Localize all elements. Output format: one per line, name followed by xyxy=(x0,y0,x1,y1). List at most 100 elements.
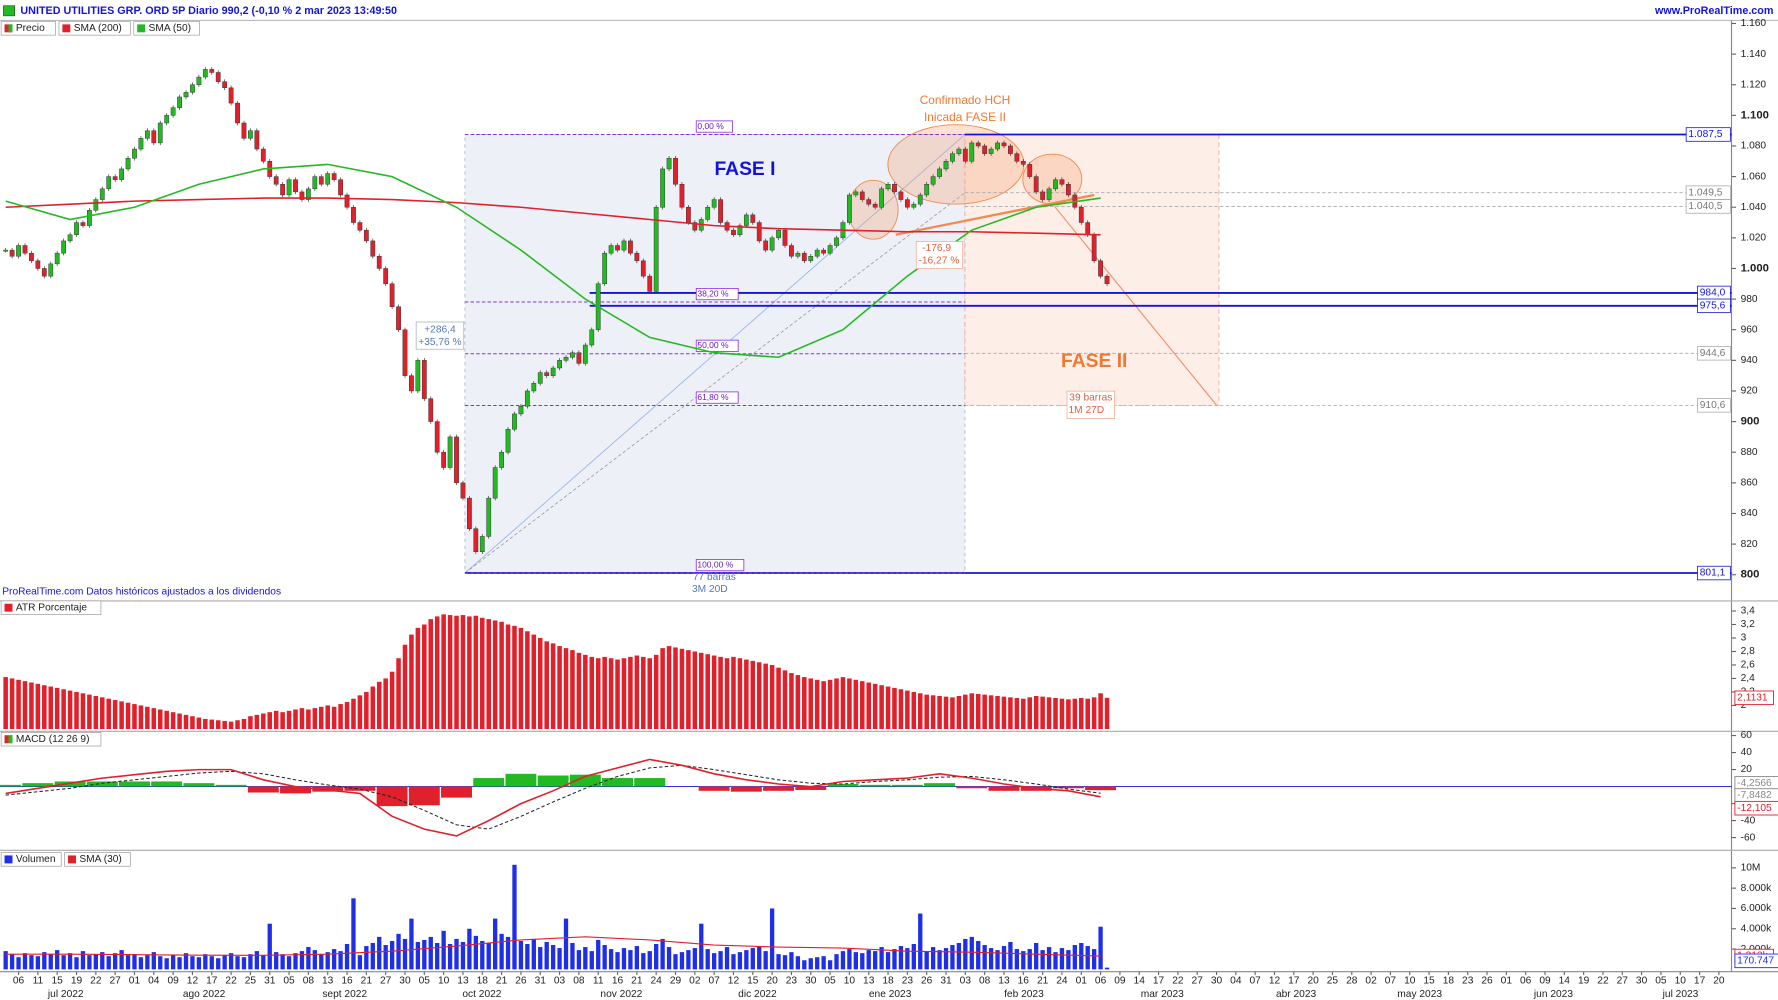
atr-bar xyxy=(447,615,453,730)
candle xyxy=(312,176,318,190)
volume-bar xyxy=(943,948,949,970)
volume-bar xyxy=(454,938,459,970)
month-label: ene 2023 xyxy=(869,989,912,1000)
volume-bar xyxy=(628,950,633,970)
macd-histogram xyxy=(537,775,569,787)
atr-bar xyxy=(711,655,717,730)
y-tick-label: 1.080 xyxy=(1741,141,1767,152)
macd-histogram xyxy=(827,784,859,787)
x-tick-label: 23 xyxy=(902,975,914,986)
volume-bar xyxy=(873,951,878,970)
y-tick-label: 10M xyxy=(1741,863,1761,874)
volume-bar xyxy=(1046,947,1052,970)
volume-bar xyxy=(3,951,8,970)
volume-bar xyxy=(615,952,620,970)
candle xyxy=(164,115,170,124)
atr-bar xyxy=(969,693,975,730)
atr-bar xyxy=(847,678,852,730)
candle xyxy=(705,206,711,220)
volume-bar xyxy=(718,951,723,970)
y-tick-label: 3,4 xyxy=(1741,606,1755,617)
candle xyxy=(795,252,801,257)
x-tick-label: 05 xyxy=(1655,975,1667,986)
atr-bar xyxy=(338,704,343,730)
atr-bar xyxy=(312,708,318,730)
y-tick-label: -40 xyxy=(1741,815,1756,826)
candle xyxy=(582,344,588,364)
candle xyxy=(1033,176,1039,193)
macd-histogram xyxy=(183,783,215,787)
x-tick-label: 16 xyxy=(612,975,624,986)
atr-bar xyxy=(544,641,549,730)
volume-bar xyxy=(312,950,317,970)
atr-bar xyxy=(67,690,73,730)
candle xyxy=(962,148,968,162)
candle xyxy=(782,229,788,246)
volume-bar xyxy=(164,958,169,970)
atr-bar xyxy=(634,655,640,730)
phase2-zone xyxy=(964,134,1220,406)
atr-bar xyxy=(653,654,659,730)
volume-bar xyxy=(493,918,498,970)
volume-bar xyxy=(119,950,124,970)
month-label: ago 2022 xyxy=(183,989,226,1000)
candle xyxy=(660,168,666,208)
atr-bar xyxy=(750,660,756,730)
atr-bar xyxy=(16,679,21,730)
candle xyxy=(22,245,28,254)
atr-bar xyxy=(203,718,208,730)
candle xyxy=(859,191,865,200)
macd-histogram xyxy=(473,778,505,787)
fib-label: 100,00 % xyxy=(697,559,733,569)
volume-bar xyxy=(1085,946,1090,970)
volume-bar xyxy=(866,950,871,970)
atr-bar xyxy=(557,646,562,730)
x-tick-label: 08 xyxy=(979,975,991,986)
site-url[interactable]: www.ProRealTime.com xyxy=(1654,5,1773,17)
atr-bar xyxy=(267,712,273,730)
x-tick-label: 01 xyxy=(1076,975,1088,986)
atr-bar xyxy=(132,704,137,730)
volume-bar xyxy=(190,956,195,970)
atr-bar xyxy=(112,700,118,730)
volume-bar xyxy=(55,950,60,970)
volume-bar xyxy=(16,957,21,970)
candle xyxy=(61,240,67,254)
candle xyxy=(1001,142,1007,147)
candle xyxy=(434,421,440,453)
candle xyxy=(647,275,653,292)
volume-bar xyxy=(666,947,672,970)
candle xyxy=(924,184,930,196)
atr-bar xyxy=(209,719,215,730)
volume-bar xyxy=(711,953,717,970)
volume-bar xyxy=(505,936,511,970)
atr-bar xyxy=(595,658,601,730)
macd-histogram xyxy=(247,786,279,793)
trend-line xyxy=(464,192,966,574)
atr-bar xyxy=(776,667,781,730)
volume-bar xyxy=(576,950,582,970)
volume-bar xyxy=(840,951,846,970)
candle xyxy=(975,142,981,147)
candle xyxy=(834,237,839,246)
candle xyxy=(202,69,208,78)
x-tick-label: 17 xyxy=(1288,975,1300,986)
atr-bar xyxy=(460,615,466,730)
legend-swatch xyxy=(8,735,13,744)
volume-bar xyxy=(254,951,260,970)
volume-bar xyxy=(357,955,363,970)
candle xyxy=(170,107,176,116)
atr-bar xyxy=(164,710,169,730)
atr-bar xyxy=(589,656,595,730)
candle xyxy=(557,360,562,369)
level-label: 1.049,5 xyxy=(1688,187,1722,198)
atr-bar xyxy=(254,714,260,730)
x-tick-label: 05 xyxy=(824,975,836,986)
volume-bar xyxy=(241,957,247,970)
candle xyxy=(9,249,15,257)
atr-bar xyxy=(190,716,195,730)
atr-bar xyxy=(9,678,15,730)
legend-box xyxy=(0,600,102,615)
macd-histogram xyxy=(441,786,472,798)
y-tick-label: 3 xyxy=(1741,633,1747,644)
